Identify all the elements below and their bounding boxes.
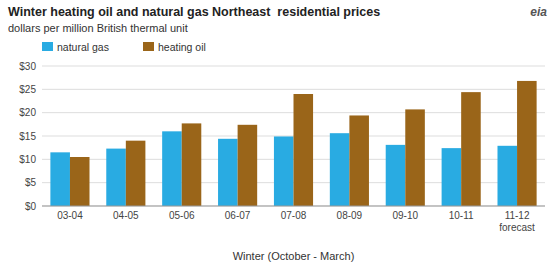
- bar: [349, 115, 369, 206]
- bar: [274, 136, 294, 206]
- bar: [70, 157, 90, 206]
- x-tick-label: 04-05: [113, 210, 139, 221]
- bar: [126, 141, 146, 206]
- bar: [405, 109, 425, 206]
- x-tick-label: 10-11: [449, 210, 474, 221]
- grid-line: [42, 89, 545, 90]
- y-tick-label: $5: [25, 177, 37, 188]
- x-tick-label: 05-06: [169, 210, 195, 221]
- bar: [106, 149, 126, 206]
- chart: Winter heating oil and natural gas North…: [0, 0, 557, 271]
- x-tick-label: 07-08: [281, 210, 307, 221]
- bar: [238, 125, 258, 206]
- y-tick-label: $15: [19, 131, 36, 142]
- legend-swatch: [42, 42, 53, 51]
- y-tick-label: $10: [19, 154, 36, 165]
- legend: natural gas heating oil: [42, 41, 206, 53]
- x-tick-label: 08-09: [337, 210, 363, 221]
- title: Winter heating oil and natural gas North…: [8, 5, 380, 19]
- x-tick-label: 09-10: [392, 210, 418, 221]
- y-tick-label: $0: [25, 201, 37, 212]
- y-tick-label: $30: [19, 61, 36, 72]
- annotation: eia: [530, 5, 547, 19]
- bar: [386, 145, 406, 206]
- legend-swatch: [143, 42, 154, 51]
- bar: [162, 131, 182, 206]
- bar: [442, 148, 462, 206]
- bar: [497, 146, 517, 206]
- bar: [294, 94, 314, 206]
- bar: [182, 123, 202, 206]
- bar: [517, 81, 537, 206]
- bar: [218, 139, 238, 206]
- y-tick-label: $25: [19, 84, 36, 95]
- bar: [50, 152, 70, 206]
- x-tick-label: 03-04: [57, 210, 83, 221]
- y-tick-label: $20: [19, 107, 36, 118]
- x-axis-label: Winter (October - March): [233, 250, 355, 262]
- bar: [461, 92, 481, 206]
- legend-label: heating oil: [158, 41, 206, 53]
- subtitle: dollars per million British thermal unit: [8, 22, 188, 34]
- x-tick-label: 06-07: [225, 210, 251, 221]
- x-tick-label: 11-12forecast: [499, 210, 535, 233]
- bar: [330, 133, 350, 206]
- bars: [50, 81, 536, 206]
- legend-label: natural gas: [57, 41, 109, 53]
- grid-line: [42, 206, 545, 207]
- grid-line: [42, 66, 545, 67]
- x-axis-line: [42, 206, 545, 207]
